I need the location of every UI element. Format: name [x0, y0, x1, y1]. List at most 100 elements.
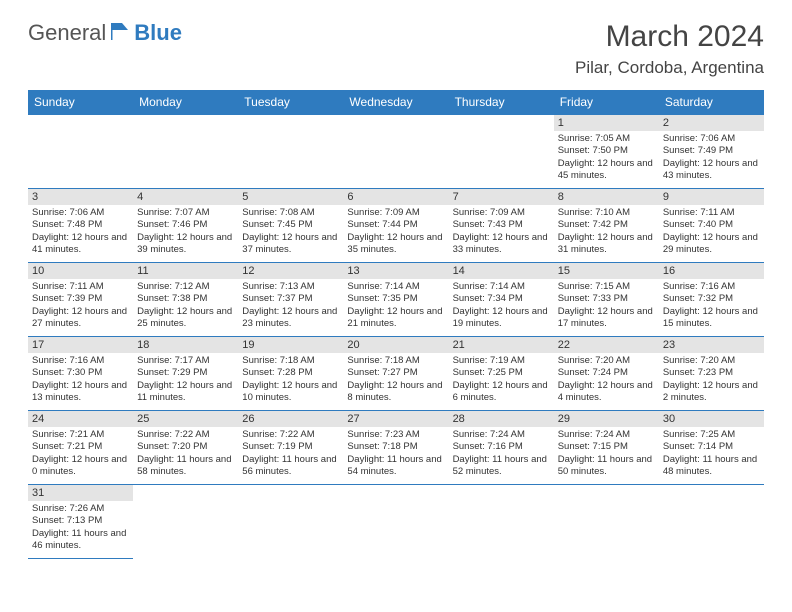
- day-details: Sunrise: 7:09 AMSunset: 7:43 PMDaylight:…: [449, 205, 554, 260]
- day-details: Sunrise: 7:22 AMSunset: 7:19 PMDaylight:…: [238, 427, 343, 482]
- calendar-row: 17Sunrise: 7:16 AMSunset: 7:30 PMDayligh…: [28, 337, 764, 411]
- day-details: Sunrise: 7:16 AMSunset: 7:32 PMDaylight:…: [659, 279, 764, 334]
- calendar-row: 10Sunrise: 7:11 AMSunset: 7:39 PMDayligh…: [28, 263, 764, 337]
- weekday-header-row: SundayMondayTuesdayWednesdayThursdayFrid…: [28, 90, 764, 115]
- day-details: Sunrise: 7:12 AMSunset: 7:38 PMDaylight:…: [133, 279, 238, 334]
- day-number: 4: [133, 189, 238, 205]
- day-details: Sunrise: 7:18 AMSunset: 7:28 PMDaylight:…: [238, 353, 343, 408]
- calendar-cell: 8Sunrise: 7:10 AMSunset: 7:42 PMDaylight…: [554, 189, 659, 263]
- calendar-cell: 15Sunrise: 7:15 AMSunset: 7:33 PMDayligh…: [554, 263, 659, 337]
- title-block: March 2024 Pilar, Cordoba, Argentina: [575, 20, 764, 78]
- day-number: 2: [659, 115, 764, 131]
- calendar-cell: 26Sunrise: 7:22 AMSunset: 7:19 PMDayligh…: [238, 411, 343, 485]
- day-details: Sunrise: 7:20 AMSunset: 7:24 PMDaylight:…: [554, 353, 659, 408]
- day-details: Sunrise: 7:22 AMSunset: 7:20 PMDaylight:…: [133, 427, 238, 482]
- day-number: 1: [554, 115, 659, 131]
- day-number: 26: [238, 411, 343, 427]
- calendar-table: SundayMondayTuesdayWednesdayThursdayFrid…: [28, 90, 764, 559]
- weekday-header: Tuesday: [238, 90, 343, 115]
- day-number: 20: [343, 337, 448, 353]
- day-number: 12: [238, 263, 343, 279]
- calendar-cell: [238, 485, 343, 559]
- calendar-row: 3Sunrise: 7:06 AMSunset: 7:48 PMDaylight…: [28, 189, 764, 263]
- day-details: Sunrise: 7:07 AMSunset: 7:46 PMDaylight:…: [133, 205, 238, 260]
- day-number: 16: [659, 263, 764, 279]
- calendar-cell: 1Sunrise: 7:05 AMSunset: 7:50 PMDaylight…: [554, 115, 659, 189]
- day-number: 11: [133, 263, 238, 279]
- day-number: 13: [343, 263, 448, 279]
- calendar-cell: [343, 485, 448, 559]
- day-number: 3: [28, 189, 133, 205]
- day-number: 15: [554, 263, 659, 279]
- day-details: Sunrise: 7:14 AMSunset: 7:35 PMDaylight:…: [343, 279, 448, 334]
- calendar-cell: 11Sunrise: 7:12 AMSunset: 7:38 PMDayligh…: [133, 263, 238, 337]
- location-subtitle: Pilar, Cordoba, Argentina: [575, 58, 764, 78]
- calendar-cell: [343, 115, 448, 189]
- day-details: Sunrise: 7:15 AMSunset: 7:33 PMDaylight:…: [554, 279, 659, 334]
- calendar-cell: 24Sunrise: 7:21 AMSunset: 7:21 PMDayligh…: [28, 411, 133, 485]
- day-number: 28: [449, 411, 554, 427]
- logo-flag-icon: [110, 22, 132, 40]
- day-details: Sunrise: 7:11 AMSunset: 7:40 PMDaylight:…: [659, 205, 764, 260]
- calendar-cell: 25Sunrise: 7:22 AMSunset: 7:20 PMDayligh…: [133, 411, 238, 485]
- calendar-cell: 4Sunrise: 7:07 AMSunset: 7:46 PMDaylight…: [133, 189, 238, 263]
- day-number: 7: [449, 189, 554, 205]
- calendar-cell: 16Sunrise: 7:16 AMSunset: 7:32 PMDayligh…: [659, 263, 764, 337]
- month-title: March 2024: [575, 20, 764, 54]
- day-number: 9: [659, 189, 764, 205]
- day-number: 24: [28, 411, 133, 427]
- day-details: Sunrise: 7:11 AMSunset: 7:39 PMDaylight:…: [28, 279, 133, 334]
- day-number: 31: [28, 485, 133, 501]
- day-details: Sunrise: 7:08 AMSunset: 7:45 PMDaylight:…: [238, 205, 343, 260]
- calendar-cell: [449, 115, 554, 189]
- day-details: Sunrise: 7:26 AMSunset: 7:13 PMDaylight:…: [28, 501, 133, 556]
- calendar-cell: 10Sunrise: 7:11 AMSunset: 7:39 PMDayligh…: [28, 263, 133, 337]
- day-details: Sunrise: 7:25 AMSunset: 7:14 PMDaylight:…: [659, 427, 764, 482]
- calendar-cell: 6Sunrise: 7:09 AMSunset: 7:44 PMDaylight…: [343, 189, 448, 263]
- day-number: 18: [133, 337, 238, 353]
- day-details: Sunrise: 7:23 AMSunset: 7:18 PMDaylight:…: [343, 427, 448, 482]
- day-details: Sunrise: 7:17 AMSunset: 7:29 PMDaylight:…: [133, 353, 238, 408]
- day-number: 29: [554, 411, 659, 427]
- day-number: 27: [343, 411, 448, 427]
- calendar-cell: [659, 485, 764, 559]
- calendar-cell: 12Sunrise: 7:13 AMSunset: 7:37 PMDayligh…: [238, 263, 343, 337]
- day-details: Sunrise: 7:24 AMSunset: 7:16 PMDaylight:…: [449, 427, 554, 482]
- calendar-cell: 19Sunrise: 7:18 AMSunset: 7:28 PMDayligh…: [238, 337, 343, 411]
- day-number: 17: [28, 337, 133, 353]
- day-number: 8: [554, 189, 659, 205]
- calendar-cell: 27Sunrise: 7:23 AMSunset: 7:18 PMDayligh…: [343, 411, 448, 485]
- day-details: Sunrise: 7:10 AMSunset: 7:42 PMDaylight:…: [554, 205, 659, 260]
- day-number: 22: [554, 337, 659, 353]
- calendar-cell: 18Sunrise: 7:17 AMSunset: 7:29 PMDayligh…: [133, 337, 238, 411]
- day-number: 30: [659, 411, 764, 427]
- day-number: 21: [449, 337, 554, 353]
- calendar-cell: 22Sunrise: 7:20 AMSunset: 7:24 PMDayligh…: [554, 337, 659, 411]
- calendar-cell: [133, 485, 238, 559]
- calendar-cell: 30Sunrise: 7:25 AMSunset: 7:14 PMDayligh…: [659, 411, 764, 485]
- day-number: 23: [659, 337, 764, 353]
- calendar-cell: 9Sunrise: 7:11 AMSunset: 7:40 PMDaylight…: [659, 189, 764, 263]
- logo-text-2: Blue: [134, 20, 182, 46]
- calendar-cell: 21Sunrise: 7:19 AMSunset: 7:25 PMDayligh…: [449, 337, 554, 411]
- calendar-cell: 20Sunrise: 7:18 AMSunset: 7:27 PMDayligh…: [343, 337, 448, 411]
- day-number: 25: [133, 411, 238, 427]
- calendar-cell: [449, 485, 554, 559]
- logo-text-1: General: [28, 20, 106, 46]
- calendar-cell: [28, 115, 133, 189]
- logo: General Blue: [28, 20, 182, 46]
- calendar-cell: 31Sunrise: 7:26 AMSunset: 7:13 PMDayligh…: [28, 485, 133, 559]
- calendar-row: 31Sunrise: 7:26 AMSunset: 7:13 PMDayligh…: [28, 485, 764, 559]
- day-details: Sunrise: 7:05 AMSunset: 7:50 PMDaylight:…: [554, 131, 659, 186]
- day-details: Sunrise: 7:18 AMSunset: 7:27 PMDaylight:…: [343, 353, 448, 408]
- weekday-header: Wednesday: [343, 90, 448, 115]
- weekday-header: Saturday: [659, 90, 764, 115]
- calendar-cell: 5Sunrise: 7:08 AMSunset: 7:45 PMDaylight…: [238, 189, 343, 263]
- day-number: 6: [343, 189, 448, 205]
- day-details: Sunrise: 7:09 AMSunset: 7:44 PMDaylight:…: [343, 205, 448, 260]
- calendar-body: 1Sunrise: 7:05 AMSunset: 7:50 PMDaylight…: [28, 115, 764, 559]
- day-details: Sunrise: 7:06 AMSunset: 7:48 PMDaylight:…: [28, 205, 133, 260]
- day-details: Sunrise: 7:14 AMSunset: 7:34 PMDaylight:…: [449, 279, 554, 334]
- calendar-cell: 17Sunrise: 7:16 AMSunset: 7:30 PMDayligh…: [28, 337, 133, 411]
- day-details: Sunrise: 7:16 AMSunset: 7:30 PMDaylight:…: [28, 353, 133, 408]
